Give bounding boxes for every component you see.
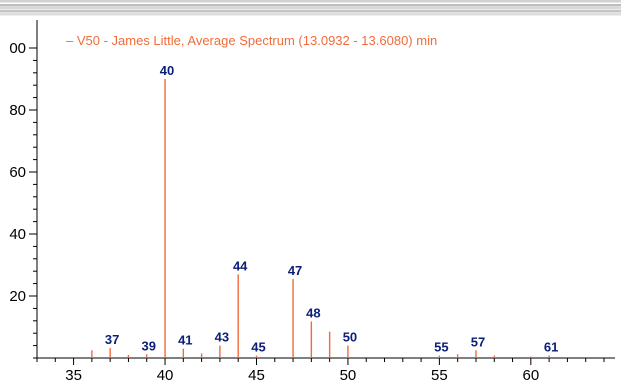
- peak-label-57: 57: [471, 334, 485, 349]
- top-band-2: [0, 7, 621, 10]
- peak-label-47: 47: [288, 263, 302, 278]
- x-tick-label: 35: [65, 367, 82, 382]
- peak-label-61: 61: [544, 340, 558, 355]
- peak-label-55: 55: [434, 340, 448, 355]
- x-tick-label: 55: [431, 367, 448, 382]
- legend-entry: – V50 - James Little, Average Spectrum (…: [66, 33, 437, 48]
- peak-label-45: 45: [251, 340, 265, 355]
- x-tick-label: 45: [248, 367, 265, 382]
- y-tick-label: 40: [9, 226, 26, 243]
- x-axis-ticks: 35 40 45 50 55 60: [36, 358, 605, 382]
- peak-label-50: 50: [343, 330, 357, 345]
- top-band-4: [0, 13, 621, 16]
- x-tick-label: 40: [157, 367, 174, 382]
- peak-label-43: 43: [215, 330, 229, 345]
- top-border-bands: [0, 0, 621, 16]
- peak-label-40: 40: [160, 63, 174, 78]
- peak-label-39: 39: [142, 338, 156, 353]
- peak-label-41: 41: [178, 333, 192, 348]
- top-band-0: [0, 0, 621, 3]
- peak-label-48: 48: [306, 305, 320, 320]
- y-tick-label: 60: [9, 164, 26, 181]
- axes: [36, 20, 615, 359]
- peak-labels: 37 39 40 41 43 44 45 47 48 50 55 57 61: [105, 63, 558, 355]
- y-tick-label: 00: [9, 40, 26, 57]
- y-axis-ticks: 20 40 60 80 00: [9, 40, 37, 359]
- top-band-3: [0, 10, 621, 13]
- spectrum-peaks: [91, 79, 550, 358]
- top-band-1: [0, 4, 621, 7]
- x-tick-label: 60: [522, 367, 539, 382]
- peak-label-44: 44: [233, 258, 248, 273]
- legend: – V50 - James Little, Average Spectrum (…: [66, 33, 437, 48]
- y-tick-label: 80: [9, 102, 26, 119]
- peak-label-37: 37: [105, 332, 119, 347]
- y-tick-label: 20: [9, 288, 26, 305]
- x-tick-label: 50: [340, 367, 357, 382]
